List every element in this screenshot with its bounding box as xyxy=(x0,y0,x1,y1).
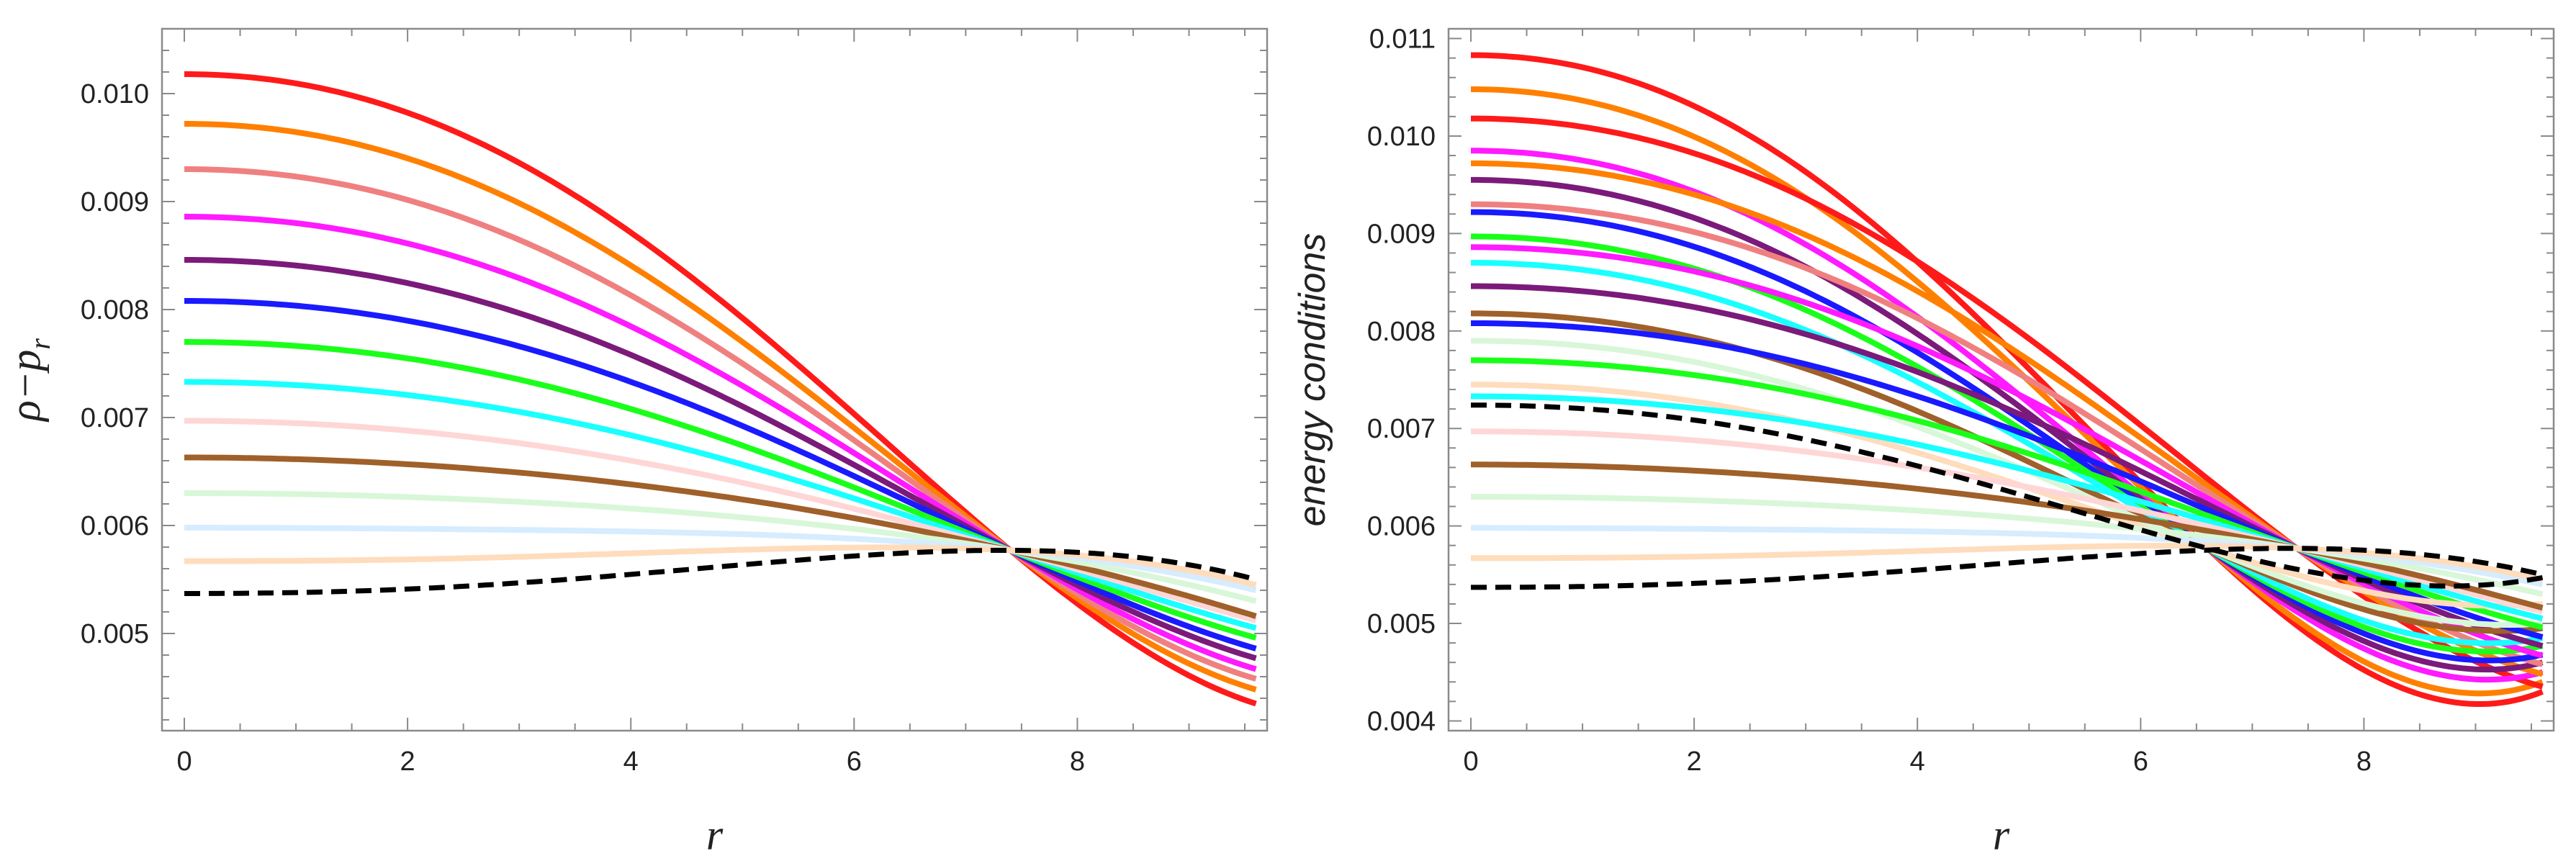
right-series-line-red-b xyxy=(1471,115,2544,690)
left-series-line-peach xyxy=(184,544,1257,588)
right-y-tick-label: 0.010 xyxy=(1367,122,1436,152)
right-y-tick-label: 0.006 xyxy=(1367,512,1436,542)
right-series-line-salmon-b xyxy=(1471,201,2544,667)
left-series-line-purple xyxy=(184,257,1257,662)
right-x-tick-label: 0 xyxy=(1463,747,1478,777)
left-y-axis-label: ρ−pr xyxy=(1,338,56,423)
right-y-tick-label: 0.009 xyxy=(1367,219,1436,249)
right-x-tick-label: 8 xyxy=(2356,747,2372,777)
left-y-tick-label: 0.008 xyxy=(81,295,149,325)
right-series-group xyxy=(1470,52,2544,707)
right-series-line-brown-a xyxy=(1471,310,2543,634)
right-x-tick-label: 2 xyxy=(1687,747,1702,777)
right-x-axis-label: r xyxy=(1993,811,2010,859)
right-chart-panel: 0 2 4 6 8 0.004 0.005 0.006 0.007 0.008 0.009 0.010… xyxy=(1292,24,2555,859)
left-x-tick-label: 0 xyxy=(176,747,192,777)
left-y-tick-label: 0.009 xyxy=(81,187,149,217)
right-series-line-light-green-b xyxy=(1471,494,2544,597)
left-plot-frame xyxy=(161,27,1269,732)
left-x-tick-label: 2 xyxy=(400,747,415,777)
left-series-line-cyan xyxy=(184,379,1257,631)
right-series-line-magenta-a xyxy=(1471,148,2544,683)
left-series-line-red xyxy=(184,71,1257,707)
right-y-axis-label: energy conditions xyxy=(1292,233,1333,527)
left-series-line-light-green xyxy=(184,490,1257,604)
right-series-line-orange-a xyxy=(1471,86,2544,697)
right-series-line-green-a xyxy=(1470,233,2544,655)
left-x-tick-label: 6 xyxy=(847,747,862,777)
left-series-line-light-blue xyxy=(184,525,1257,593)
left-x-tick-label: 8 xyxy=(1070,747,1085,777)
left-y-tick-label: 0.007 xyxy=(81,403,149,433)
right-y-tick-label: 0.005 xyxy=(1367,609,1436,639)
right-series-line-black-dashed-b xyxy=(1471,546,2544,590)
left-y-tick-label: 0.005 xyxy=(81,619,149,649)
left-x-tick-label: 4 xyxy=(623,747,639,777)
y-axis-label-subscript: r xyxy=(24,338,56,350)
right-series-line-green-b xyxy=(1471,357,2544,631)
right-series-line-blue-b xyxy=(1471,320,2544,640)
right-y-tick-label: 0.007 xyxy=(1367,414,1436,444)
right-series-line-cyan-a xyxy=(1471,260,2544,646)
left-series-line-brown xyxy=(184,454,1257,619)
right-x-tick-label: 4 xyxy=(1910,747,1925,777)
right-series-line-black-dashed-a xyxy=(1471,402,2544,589)
left-series-line-orange xyxy=(184,121,1257,693)
right-series-line-purple-a xyxy=(1471,176,2544,673)
right-series-line-cyan-b xyxy=(1471,393,2544,622)
right-series-line-magenta-b xyxy=(1470,244,2544,659)
y-axis-label-main: ρ−p xyxy=(1,350,49,423)
right-x-tick-label: 6 xyxy=(2133,747,2148,777)
left-series-line-black-dashed xyxy=(184,548,1257,596)
right-plot-frame xyxy=(1447,27,2555,732)
left-series-line-green xyxy=(184,339,1257,641)
right-series-line-brown-b xyxy=(1471,461,2544,611)
left-series-line-blue xyxy=(184,298,1257,651)
right-y-tick-label: 0.008 xyxy=(1367,317,1436,347)
left-series-group xyxy=(184,71,1257,707)
left-y-tick-label: 0.006 xyxy=(81,511,149,541)
left-x-axis-label: r xyxy=(706,811,724,859)
left-series-line-magenta xyxy=(184,214,1257,672)
left-y-tick-label: 0.010 xyxy=(81,79,149,109)
right-y-tick-label: 0.004 xyxy=(1367,706,1436,736)
left-series-line-salmon xyxy=(184,166,1257,682)
right-y-tick-label: 0.011 xyxy=(1369,24,1436,55)
